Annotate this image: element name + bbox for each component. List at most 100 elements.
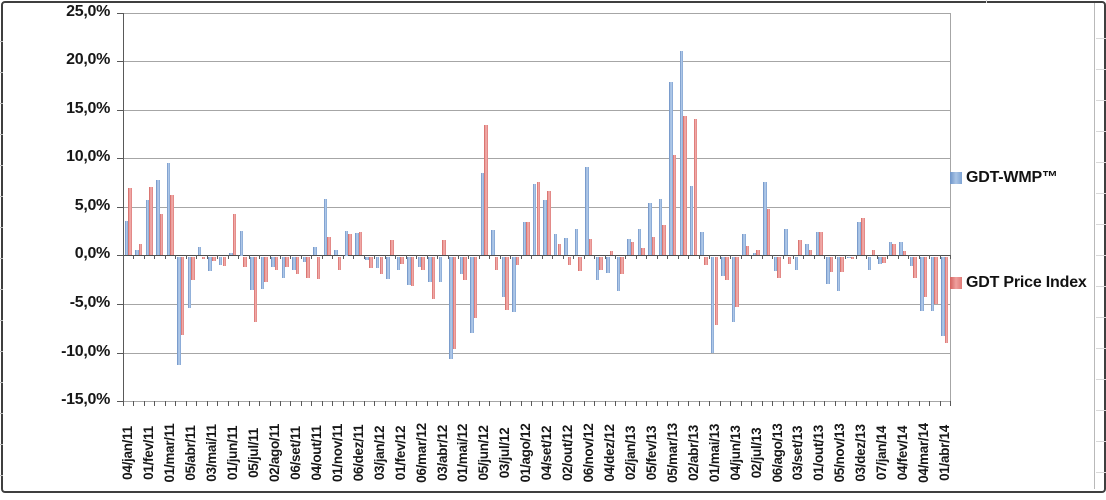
bar-gdt-price-index xyxy=(138,243,143,256)
x-axis-label: 04/jun/13 xyxy=(727,425,743,481)
x-axis-label: 01/fev/11 xyxy=(141,426,157,480)
category-tick-zero xyxy=(133,255,134,259)
bar-gdt-wmp xyxy=(145,200,150,256)
x-axis-label: 04/dez/12 xyxy=(602,424,617,482)
bar-gdt-price-index xyxy=(662,225,666,256)
category-tick-zero xyxy=(709,255,710,259)
category-tick-bottom xyxy=(667,401,668,406)
bar-gdt-wmp xyxy=(365,256,369,261)
x-axis-label: 04/jan/11 xyxy=(120,426,136,480)
gridline xyxy=(123,304,950,305)
category-tick-zero xyxy=(919,255,920,259)
bar-gdt-price-index xyxy=(620,256,624,274)
y-axis-label: 0,0% xyxy=(74,245,111,262)
worksheet-row-stub xyxy=(1096,286,1106,287)
category-tick-bottom xyxy=(448,401,449,406)
bar-gdt-price-index xyxy=(243,256,247,268)
legend-swatch-red xyxy=(950,277,962,289)
category-tick-bottom xyxy=(521,401,522,406)
category-tick-bottom xyxy=(919,401,920,406)
category-tick-zero xyxy=(573,255,574,259)
category-tick-zero xyxy=(301,255,302,259)
bar-gdt-wmp xyxy=(637,229,642,256)
bar-gdt-wmp xyxy=(648,203,652,256)
category-tick-zero xyxy=(311,255,312,259)
bar-gdt-price-index xyxy=(902,250,907,256)
category-tick-bottom xyxy=(835,401,836,406)
x-axis-label: 01/abr/14 xyxy=(937,425,952,481)
x-axis-label: 02/out/12 xyxy=(560,425,576,481)
worksheet-edge-line xyxy=(1094,3,1095,489)
category-tick-bottom xyxy=(238,401,239,406)
x-axis-label: 01/mai/13 xyxy=(706,423,722,483)
worksheet-row-stub xyxy=(0,289,3,290)
category-tick-zero xyxy=(165,255,166,259)
category-tick-zero xyxy=(625,255,626,259)
bar-gdt-wmp xyxy=(784,229,788,256)
category-tick-bottom xyxy=(259,401,260,406)
x-axis-label: 03/abr/12 xyxy=(434,425,450,481)
category-tick-bottom xyxy=(657,401,658,406)
category-tick-bottom xyxy=(311,401,312,406)
category-tick-bottom xyxy=(175,401,176,406)
bar-gdt-price-index xyxy=(306,256,310,278)
bar-gdt-wmp xyxy=(124,220,129,256)
bar-gdt-wmp xyxy=(522,221,526,256)
category-tick-bottom xyxy=(605,401,606,406)
x-axis-label: 06/nov/12 xyxy=(581,423,597,483)
x-axis-label: 01/mar/11 xyxy=(162,423,178,483)
x-axis-label: 06/dez/11 xyxy=(350,424,366,482)
category-tick-bottom xyxy=(458,401,459,406)
y-axis-tick xyxy=(117,61,123,62)
bar-gdt-wmp xyxy=(836,256,841,292)
bar-gdt-wmp xyxy=(826,256,830,284)
category-tick-bottom xyxy=(165,401,166,406)
category-tick-zero xyxy=(657,255,658,259)
category-tick-bottom xyxy=(887,401,888,406)
bar-gdt-price-index xyxy=(578,256,582,272)
category-tick-zero xyxy=(835,255,836,259)
bar-gdt-price-index xyxy=(882,256,886,264)
bar-gdt-price-index xyxy=(704,256,708,266)
worksheet-row-stub xyxy=(1096,69,1106,70)
x-axis-label: 06/mar/12 xyxy=(413,423,429,483)
category-tick-zero xyxy=(803,255,804,259)
category-tick-bottom xyxy=(584,401,585,406)
bar-gdt-price-index xyxy=(808,250,813,256)
category-tick-zero xyxy=(521,255,522,259)
category-tick-zero xyxy=(500,255,501,259)
category-tick-bottom xyxy=(228,401,229,406)
category-tick-bottom xyxy=(824,401,825,406)
y-axis-label: -5,0% xyxy=(69,294,111,311)
category-tick-bottom xyxy=(353,401,354,406)
x-axis-label: 03/dez/13 xyxy=(853,424,869,482)
category-tick-bottom xyxy=(772,401,773,406)
x-axis-label: 06/ago/13 xyxy=(769,423,785,483)
bar-gdt-wmp xyxy=(208,256,212,272)
category-tick-bottom xyxy=(385,401,386,406)
category-tick-bottom xyxy=(416,401,417,406)
bar-gdt-wmp xyxy=(878,256,882,265)
bar-gdt-wmp xyxy=(574,228,579,256)
category-tick-zero xyxy=(531,255,532,259)
category-tick-zero xyxy=(856,255,857,259)
bar-gdt-wmp xyxy=(459,256,464,274)
bar-gdt-price-index xyxy=(892,243,896,256)
bar-gdt-price-index xyxy=(829,256,834,273)
worksheet-row-stub xyxy=(0,351,3,352)
gridline xyxy=(123,401,950,402)
bar-gdt-wmp xyxy=(177,256,181,366)
bar-gdt-wmp xyxy=(700,232,704,256)
category-tick-bottom xyxy=(762,401,763,406)
bar-gdt-price-index xyxy=(714,256,719,326)
bar-gdt-wmp xyxy=(669,81,673,256)
category-tick-bottom xyxy=(437,401,438,406)
bar-gdt-price-index xyxy=(442,239,446,256)
category-tick-zero xyxy=(929,255,930,259)
category-tick-zero xyxy=(353,255,354,259)
category-tick-bottom xyxy=(625,401,626,406)
bar-gdt-price-index xyxy=(494,256,499,271)
legend-item-gdt-wmp: GDT-WMP™ xyxy=(950,169,1058,187)
